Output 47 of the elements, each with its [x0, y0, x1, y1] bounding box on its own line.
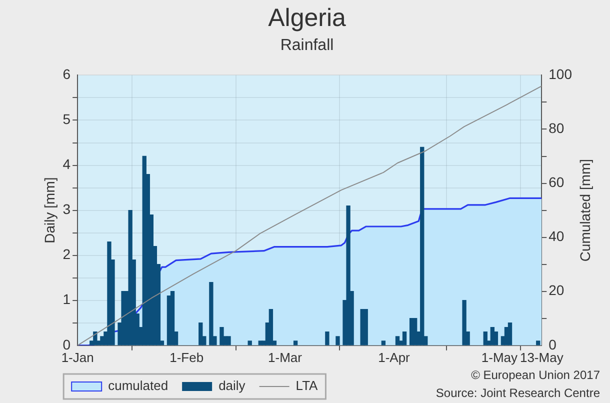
bar	[508, 322, 512, 346]
bar	[420, 146, 424, 346]
bar	[170, 291, 175, 346]
y2-tick-label: 60	[548, 174, 564, 190]
y2-tick-label: 0	[548, 336, 557, 352]
x-tick-label: 1-Apr	[378, 350, 411, 365]
chart-subtitle: Rainfall	[280, 37, 334, 54]
x-tick-label: 1-Feb	[170, 350, 204, 365]
x-tick-label: 13-May	[520, 350, 564, 365]
text: © European Union 2017	[471, 368, 600, 382]
y-tick-label: 5	[62, 111, 71, 128]
bar	[336, 336, 340, 346]
bar	[220, 327, 224, 346]
bar	[536, 340, 540, 346]
bar	[325, 332, 330, 346]
bar	[248, 340, 252, 346]
bar	[128, 210, 132, 346]
bar	[268, 309, 274, 346]
bar	[209, 282, 214, 346]
x-tick-label: 1-May	[481, 350, 518, 365]
x-tick-label: 1-Jan	[61, 350, 94, 365]
bar	[402, 332, 407, 346]
bar	[226, 336, 231, 346]
y2-axis-title: Cumulated [mm]	[576, 158, 593, 262]
source-note: Source: Joint Research Centre	[436, 386, 600, 400]
y-tick-label: 0	[62, 336, 71, 352]
bar	[381, 340, 386, 346]
bar	[346, 205, 350, 346]
legend-label: cumulated	[108, 378, 168, 394]
y-tick-label: 2	[62, 246, 71, 262]
x-tick-label: 1-Mar	[268, 350, 303, 365]
y-axis-title: Daily [mm]	[41, 177, 58, 244]
bar	[198, 322, 203, 346]
legend-label: LTA	[296, 378, 318, 394]
bar	[462, 300, 466, 346]
y-tick-label: 4	[62, 156, 71, 172]
y2-tick-label: 20	[548, 282, 564, 298]
legend-label: daily	[218, 378, 246, 394]
y-tick-label: 1	[62, 291, 71, 308]
y2-tick-label: 80	[548, 120, 564, 136]
bar	[483, 332, 488, 346]
y-tick-label: 6	[62, 66, 71, 82]
y2-tick-label: 40	[548, 228, 564, 244]
y2-tick-label: 100	[548, 66, 572, 82]
y-tick-label: 3	[62, 201, 71, 218]
chart-title: Algeria	[268, 4, 346, 32]
bar	[364, 309, 368, 346]
